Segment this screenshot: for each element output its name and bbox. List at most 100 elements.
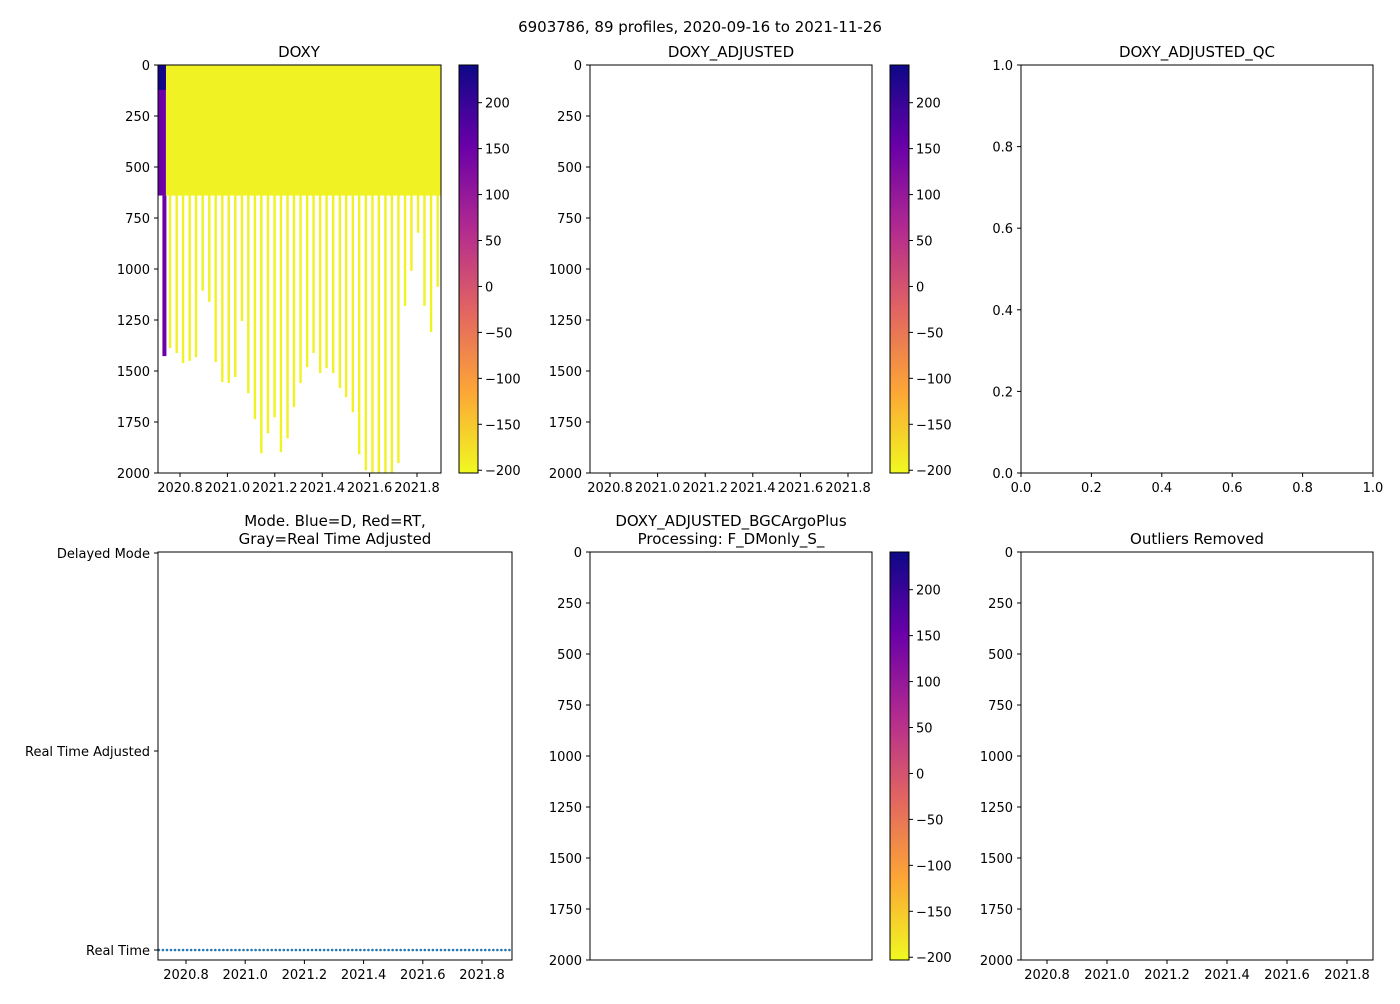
mode-point <box>399 948 402 952</box>
mode-point <box>286 948 290 952</box>
mode-point <box>351 948 354 952</box>
mode-point <box>330 948 334 952</box>
y-tick-label: 0.8 <box>992 141 1013 156</box>
colorbar-tick-label: 0 <box>485 280 493 295</box>
y-tick-label: 2000 <box>117 467 150 482</box>
y-tick-label: 0 <box>574 59 582 74</box>
colorbar-tick-label: −150 <box>916 905 952 920</box>
profile-column <box>357 194 361 455</box>
colorbar-tick-label: 0 <box>916 767 924 782</box>
mode-point <box>407 948 411 952</box>
y-tick-label: 0.0 <box>992 467 1013 482</box>
mode-point <box>387 948 390 952</box>
y-tick-label: 0.6 <box>992 222 1013 237</box>
x-tick-label: 0.2 <box>1081 481 1102 496</box>
x-tick-label: 1.0 <box>1363 481 1384 496</box>
y-tick-label: 0.2 <box>992 385 1013 400</box>
profile-column <box>364 194 368 471</box>
x-tick-label: 2020.8 <box>157 481 203 496</box>
mode-point <box>218 948 221 952</box>
mode-point <box>419 948 423 952</box>
y-tick-label: 0 <box>574 546 582 561</box>
profile-column <box>312 194 315 354</box>
profile-column <box>410 194 413 271</box>
mode-point <box>359 948 362 952</box>
mode-point <box>254 948 257 952</box>
mode-point <box>504 948 507 952</box>
mode-point <box>439 948 443 952</box>
y-tick-label: 1000 <box>549 750 582 765</box>
mode-point <box>258 948 261 952</box>
y-tick-label: 500 <box>557 161 582 176</box>
axes-frame-mode <box>157 551 513 961</box>
mode-point <box>266 948 269 952</box>
profile-column <box>260 194 263 454</box>
profile-column <box>423 194 426 306</box>
mode-point <box>270 948 274 952</box>
colorbar-tick-label: −100 <box>485 372 521 387</box>
mode-point <box>363 948 366 952</box>
mode-point <box>395 948 398 952</box>
title-mode-line1: Mode. Blue=D, Red=RT, <box>244 512 426 530</box>
mode-point <box>500 948 503 952</box>
y-tick-label: 1250 <box>117 314 150 329</box>
mode-point <box>471 948 475 952</box>
profile-column <box>227 194 230 384</box>
title-mode-line2: Gray=Real Time Adjusted <box>239 530 432 548</box>
mode-point <box>375 948 378 952</box>
y-tick-label: 750 <box>125 212 150 227</box>
mode-point <box>169 948 173 952</box>
x-tick-label: 2020.8 <box>1024 968 1070 983</box>
colorbar-doxy <box>458 64 479 474</box>
y-tick-label: Real Time Adjusted <box>25 745 150 760</box>
mode-point <box>294 948 298 952</box>
title-doxy-adjusted-qc: DOXY_ADJUSTED_QC <box>1119 43 1275 62</box>
mode-point <box>496 948 499 952</box>
profile-column <box>273 194 276 418</box>
profile-column <box>168 194 172 348</box>
x-tick-label: 2021.8 <box>459 968 505 983</box>
mode-point <box>214 948 217 952</box>
profile-column <box>266 194 270 434</box>
mode-point <box>250 948 253 952</box>
axes-frame-bgcargoplus <box>589 551 873 961</box>
profile-column <box>436 194 439 287</box>
mode-point <box>209 948 213 952</box>
profile-column <box>221 194 224 383</box>
profile-column <box>234 194 237 378</box>
profile-column <box>292 194 296 408</box>
mode-point <box>318 948 322 952</box>
mode-point <box>443 948 447 952</box>
first-profile-surface <box>158 65 166 90</box>
mode-point <box>379 948 382 952</box>
mode-point <box>334 948 338 952</box>
y-tick-label: 750 <box>557 699 582 714</box>
mode-point <box>391 948 394 952</box>
mode-point <box>467 948 471 952</box>
y-tick-label: 1500 <box>980 852 1013 867</box>
x-tick-label: 0.4 <box>1151 481 1172 496</box>
first-profile-column <box>162 195 167 357</box>
mode-point <box>415 948 419 952</box>
colorbar-tick-label: 100 <box>916 189 941 204</box>
mode-point <box>234 948 237 952</box>
mode-point <box>459 948 463 952</box>
mode-point <box>403 948 406 952</box>
mode-point <box>431 948 435 952</box>
mode-point <box>189 948 193 952</box>
profile-column <box>403 194 407 306</box>
axes-frame-doxy-adjusted <box>589 64 873 474</box>
colorbar-tick-label: 50 <box>485 235 502 250</box>
y-tick-label: 2000 <box>980 954 1013 969</box>
x-tick-label: 2021.8 <box>394 481 440 496</box>
y-tick-label: 250 <box>125 110 150 125</box>
mode-point <box>197 948 201 952</box>
colorbar-tick-label: −150 <box>916 418 952 433</box>
profile-column <box>325 194 328 369</box>
colorbar-tick-label: 150 <box>916 630 941 645</box>
figure-suptitle: 6903786, 89 profiles, 2020-09-16 to 2021… <box>518 18 882 36</box>
mode-point <box>173 948 177 952</box>
profile-column <box>286 194 289 439</box>
profile-column <box>188 194 191 361</box>
title-outliers: Outliers Removed <box>1130 530 1264 548</box>
